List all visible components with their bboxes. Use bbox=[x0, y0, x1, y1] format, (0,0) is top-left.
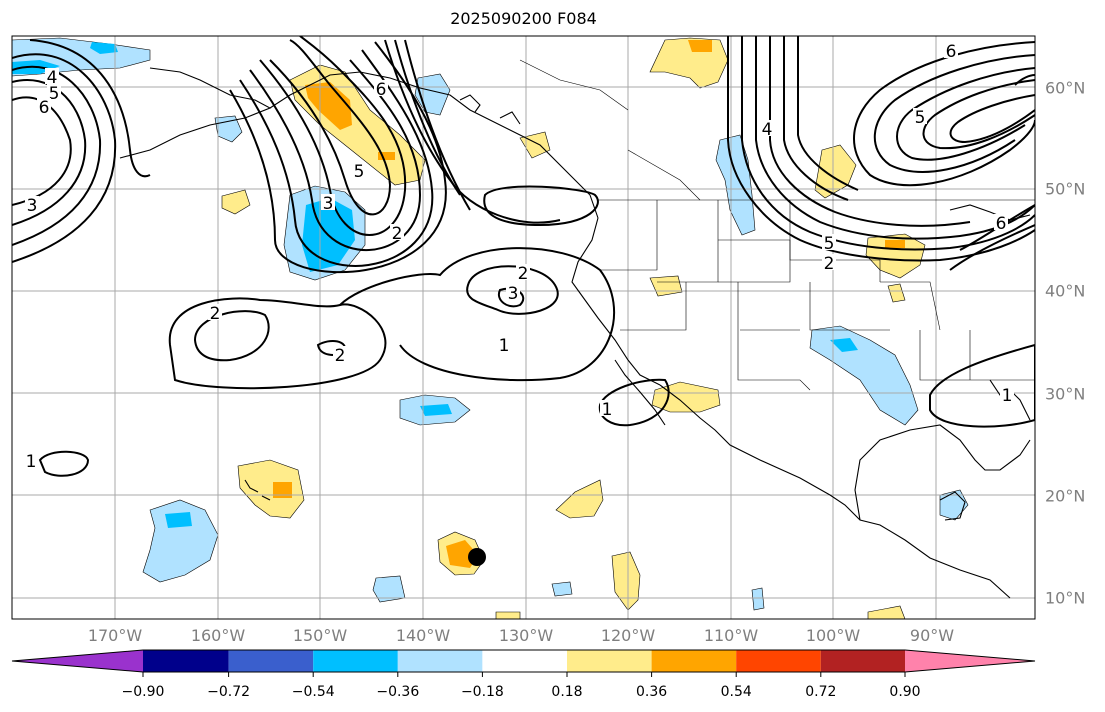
colorbar-tick-label: −0.72 bbox=[207, 684, 251, 700]
colorbar-tick-label: 0.36 bbox=[636, 684, 668, 700]
contour-label-group: 4 5 6 3 6 5 3 2 2 2 3 1 1 1 2 4 5 6 5 2 … bbox=[24, 42, 1014, 472]
colorbar-upper-extension bbox=[905, 650, 1035, 672]
storm-position-marker bbox=[468, 548, 486, 566]
colorbar-tick-label: 0.18 bbox=[551, 684, 583, 700]
contour-label: 4 bbox=[762, 120, 773, 140]
coastlines bbox=[119, 67, 1031, 599]
colorbar-segment bbox=[228, 650, 314, 672]
contour-label: 2 bbox=[210, 304, 221, 324]
contour-label: 5 bbox=[824, 234, 835, 254]
longitude-label: 120°W bbox=[600, 626, 656, 645]
colorbar-lower-extension bbox=[12, 650, 143, 672]
longitude-label: 110°W bbox=[703, 626, 759, 645]
contour-label: 5 bbox=[49, 84, 60, 104]
latitude-label: 10°N bbox=[1045, 588, 1086, 608]
latitude-label: 30°N bbox=[1045, 384, 1086, 404]
colorbar-segment bbox=[651, 650, 737, 672]
contour-label: 5 bbox=[354, 162, 365, 182]
contour-lines bbox=[12, 36, 1035, 477]
contour-label: 3 bbox=[27, 196, 38, 216]
contour-label: 1 bbox=[1002, 386, 1013, 406]
colorbar-tick-label: 0.54 bbox=[720, 684, 752, 700]
colorbar-segment bbox=[143, 650, 229, 672]
contour-label: 6 bbox=[39, 98, 50, 118]
contour-label: 3 bbox=[323, 194, 334, 214]
positive-anomaly-shading bbox=[221, 37, 926, 619]
longitude-label: 130°W bbox=[498, 626, 554, 645]
colorbar-segment bbox=[482, 650, 567, 672]
colorbar-tick-label: −0.36 bbox=[376, 684, 420, 700]
contour-label: 6 bbox=[376, 80, 387, 100]
contour-label: 6 bbox=[996, 214, 1007, 234]
contour-label: 2 bbox=[518, 264, 529, 284]
contour-label: 5 bbox=[915, 108, 926, 128]
graticule bbox=[12, 36, 1035, 619]
negative-anomaly-shading bbox=[12, 37, 969, 611]
map-title: 2025090200 F084 bbox=[450, 9, 597, 28]
longitude-label: 100°W bbox=[805, 626, 861, 645]
longitude-label: 170°W bbox=[87, 626, 143, 645]
latitude-label: 40°N bbox=[1045, 281, 1086, 301]
contour-label: 2 bbox=[392, 224, 403, 244]
longitude-label: 160°W bbox=[190, 626, 246, 645]
colorbar-segment bbox=[567, 650, 652, 672]
colorbar-tick-label: −0.54 bbox=[291, 684, 335, 700]
contour-label: 2 bbox=[335, 346, 346, 366]
colorbar-tick-label: 0.90 bbox=[889, 684, 921, 700]
longitude-label: 150°W bbox=[292, 626, 348, 645]
contour-label: 6 bbox=[946, 42, 957, 62]
colorbar-tick-label: −0.90 bbox=[121, 684, 165, 700]
contour-label: 4 bbox=[47, 68, 58, 88]
latitude-label: 20°N bbox=[1045, 486, 1086, 506]
colorbar bbox=[11, 649, 1036, 677]
political-borders bbox=[519, 59, 1035, 391]
colorbar-segment bbox=[736, 650, 821, 672]
latitude-label: 60°N bbox=[1045, 78, 1086, 98]
map-frame bbox=[11, 35, 1036, 620]
colorbar-tick-label: 0.72 bbox=[805, 684, 837, 700]
colorbar-segment bbox=[820, 650, 905, 672]
longitude-label: 90°W bbox=[909, 626, 955, 645]
latitude-label: 50°N bbox=[1045, 179, 1086, 199]
contour-label: 1 bbox=[499, 336, 510, 356]
contour-label: 1 bbox=[602, 400, 613, 420]
longitude-label: 140°W bbox=[395, 626, 451, 645]
colorbar-tick-label: −0.18 bbox=[460, 684, 504, 700]
contour-label: 3 bbox=[508, 284, 519, 304]
contour-label: 1 bbox=[26, 452, 37, 472]
colorbar-segment bbox=[313, 650, 398, 672]
contour-label: 2 bbox=[824, 254, 835, 274]
colorbar-segment bbox=[397, 650, 483, 672]
